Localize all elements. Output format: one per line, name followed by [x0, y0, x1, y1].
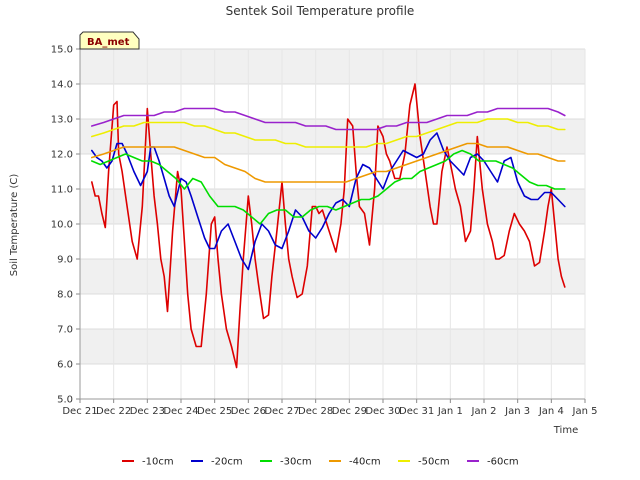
- legend-label: -20cm: [211, 457, 243, 468]
- x-tick-label: Dec 24: [163, 406, 198, 417]
- x-tick-label: Dec 27: [264, 406, 299, 417]
- grid-band: [80, 49, 585, 84]
- series-line-20cmcm: [91, 132, 566, 271]
- grid-band: [80, 189, 585, 224]
- x-axis-title: Time: [553, 425, 578, 436]
- x-tick-label: Dec 22: [96, 406, 131, 417]
- x-tick-label: Dec 28: [298, 406, 333, 417]
- series-line-30cmcm: [91, 149, 566, 225]
- series-layer: [91, 83, 566, 369]
- y-axis-title: Soil Temperature (C): [9, 174, 20, 277]
- grid-band: [80, 119, 585, 154]
- legend-label: -30cm: [280, 457, 312, 468]
- site-badge-label: BA_met: [87, 37, 130, 48]
- site-badge: BA_met: [79, 31, 140, 50]
- axes: [79, 49, 585, 400]
- legend-label: -40cm: [349, 457, 381, 468]
- legend: -10cm -20cm -30cm -40cm -50cm -60cm: [122, 457, 519, 468]
- x-tick-label: Dec 21: [62, 406, 97, 417]
- x-tick-label: Dec 25: [197, 406, 232, 417]
- y-tick-label: 9.0: [57, 255, 73, 266]
- y-tick-label: 8.0: [57, 290, 73, 301]
- x-tick-label: Jan 3: [504, 406, 530, 417]
- x-tick-label: Jan 2: [471, 406, 497, 417]
- legend-label: -60cm: [487, 457, 519, 468]
- y-tick-label: 11.0: [51, 185, 73, 196]
- y-tick-label: 7.0: [57, 325, 73, 336]
- y-tick-label: 10.0: [51, 220, 73, 231]
- x-tick-label: Dec 26: [231, 406, 266, 417]
- x-tick-label: Dec 31: [399, 406, 434, 417]
- x-tick-label: Jan 5: [572, 406, 598, 417]
- grid-band: [80, 329, 585, 364]
- series-line-60cmcm: [91, 107, 566, 131]
- y-tick-labels: 5.0 6.0 7.0 8.0 9.0 10.0 11.0 12.0 13.0 14.0 15.0: [51, 45, 73, 406]
- series-line-40cmcm: [91, 142, 566, 183]
- x-tick-label: Dec 30: [365, 406, 400, 417]
- y-tick-label: 14.0: [51, 80, 73, 91]
- y-tick-label: 12.0: [51, 150, 73, 161]
- x-tick-label: Jan 1: [437, 406, 463, 417]
- y-tick-label: 15.0: [51, 45, 73, 56]
- legend-label: -10cm: [142, 457, 174, 468]
- y-tick-label: 6.0: [57, 360, 73, 371]
- x-tick-label: Dec 23: [130, 406, 165, 417]
- grid-band: [80, 259, 585, 294]
- y-tick-label: 5.0: [57, 395, 73, 406]
- x-tick-label: Dec 29: [332, 406, 367, 417]
- y-tick-label: 13.0: [51, 115, 73, 126]
- chart-title: Sentek Soil Temperature profile: [226, 4, 415, 18]
- x-tick-label: Jan 4: [538, 406, 564, 417]
- series-line-50cmcm: [91, 118, 566, 148]
- legend-label: -50cm: [418, 457, 450, 468]
- series-line-10cmcm: [91, 83, 566, 369]
